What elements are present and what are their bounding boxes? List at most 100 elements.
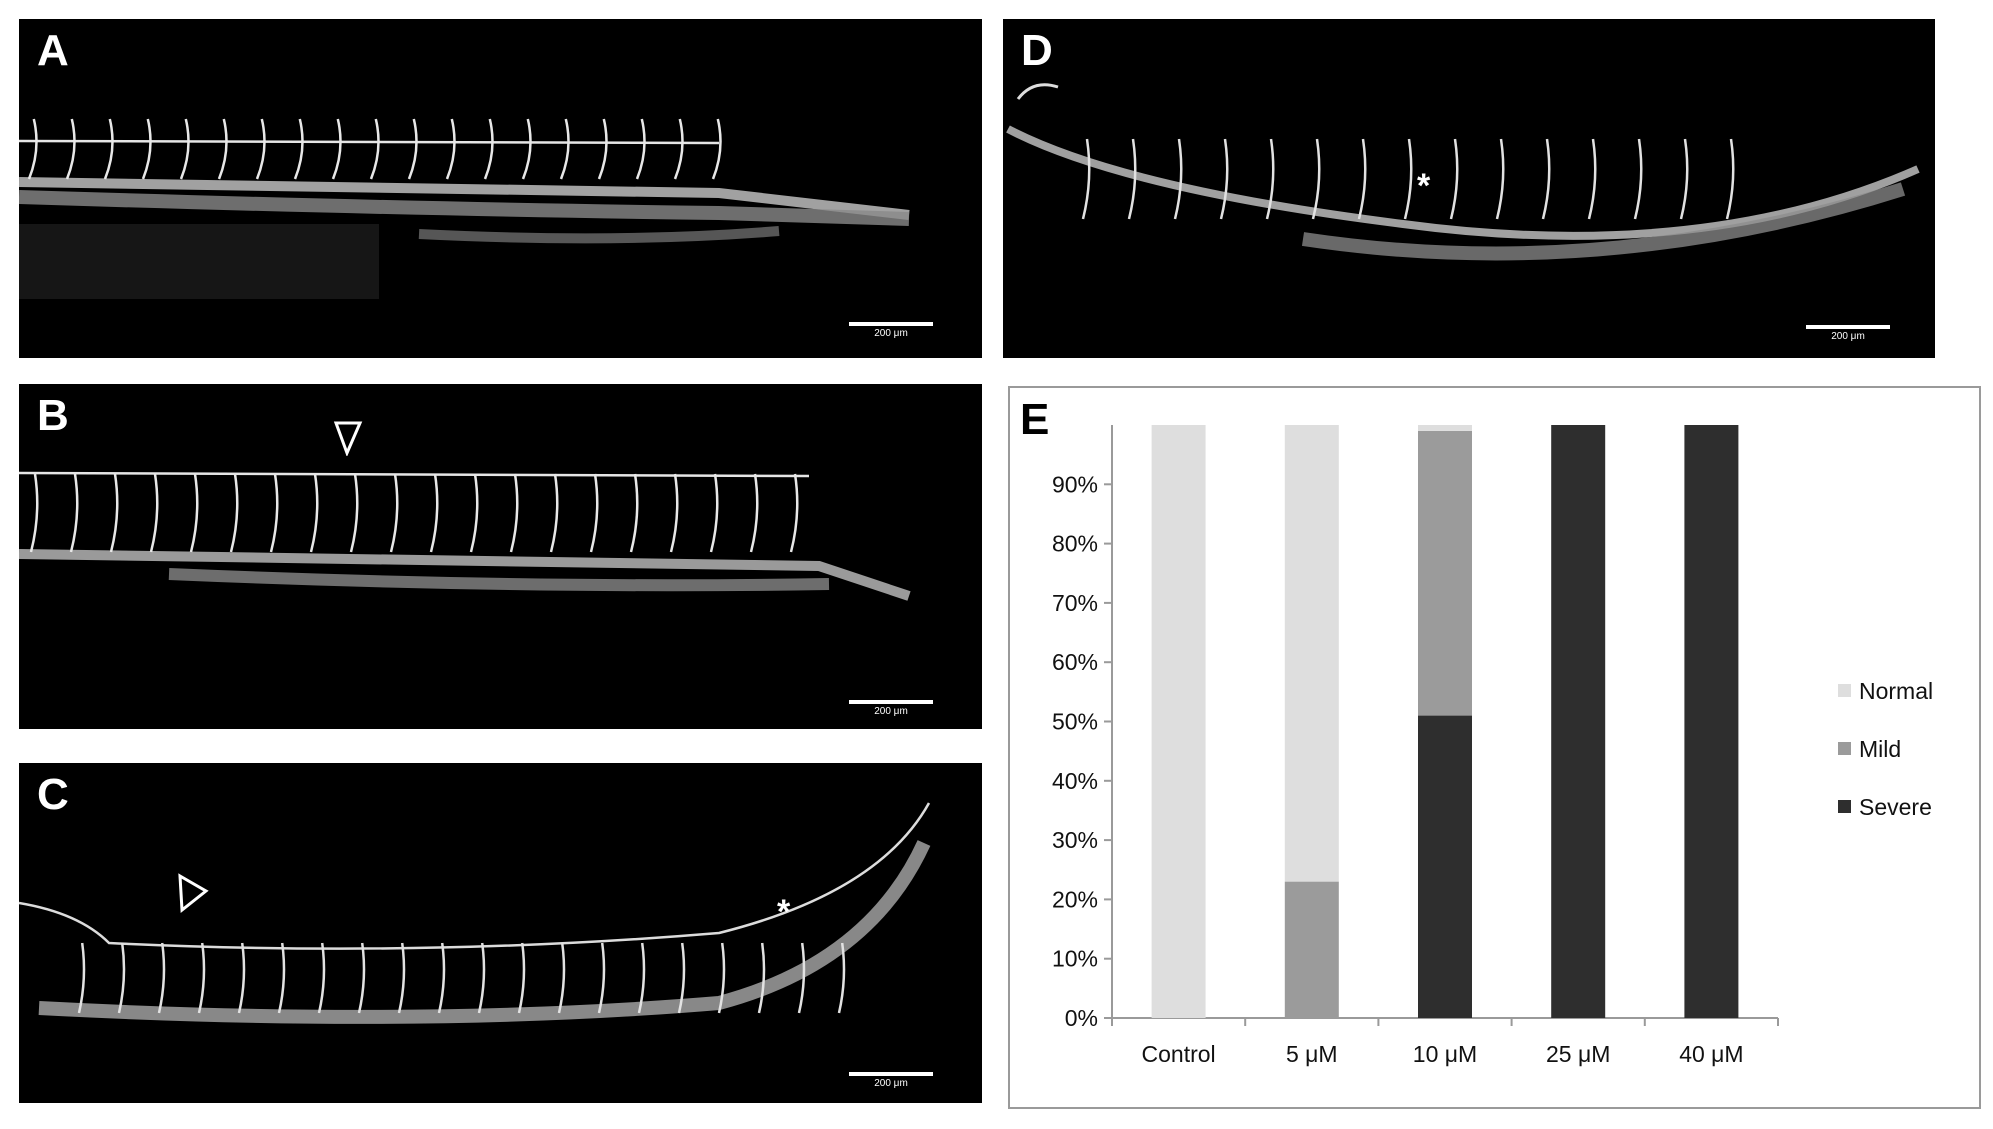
vessel-segment xyxy=(229,473,239,553)
vessel-segment xyxy=(349,473,359,553)
vessel-segment xyxy=(517,942,526,1014)
vessel-segment xyxy=(509,473,519,553)
scale-bar xyxy=(849,322,933,326)
vessel-segment xyxy=(255,118,266,180)
vessel-segment xyxy=(673,118,684,180)
vessel-segment xyxy=(483,118,494,180)
vessel-segment xyxy=(629,473,639,553)
vessel-segment xyxy=(557,942,566,1014)
bar-segment-normal xyxy=(1151,425,1206,1018)
legend-swatch xyxy=(1838,742,1851,755)
vessel-segment xyxy=(837,942,846,1014)
vessel-segment xyxy=(1449,138,1459,220)
x-tick-label: 40 μM xyxy=(1679,1041,1743,1067)
vessel-segment xyxy=(369,118,380,180)
vessel-segment xyxy=(549,473,559,553)
scale-bar-label: 200 μm xyxy=(874,706,908,717)
vessel-segment xyxy=(117,942,126,1014)
vessel-segment xyxy=(69,473,79,553)
vessel-segment xyxy=(1725,138,1735,220)
scale-bar-label: 200 μm xyxy=(874,1078,908,1089)
vessel-segment xyxy=(789,473,799,553)
vessel-segment xyxy=(77,942,86,1014)
vessel-segment xyxy=(237,942,246,1014)
y-tick-label: 70% xyxy=(1052,590,1098,616)
vessel-segment xyxy=(27,118,38,180)
vessel-segment xyxy=(1357,138,1367,220)
vessel-segment xyxy=(1081,138,1091,220)
bar-segment-severe xyxy=(1551,425,1606,1018)
vessel-segment xyxy=(317,942,326,1014)
y-tick-label: 50% xyxy=(1052,709,1098,735)
panel-letter: B xyxy=(37,391,69,440)
asterisk-marker: * xyxy=(1417,167,1431,205)
vessel-segment xyxy=(709,473,719,553)
bar-segment-normal xyxy=(1418,425,1472,431)
vessel-segment xyxy=(521,118,532,180)
vessel-segment xyxy=(389,473,399,553)
vessel-segment xyxy=(293,118,304,180)
vessel-segment xyxy=(597,118,608,180)
vessel-segment xyxy=(109,473,119,553)
x-tick-label: 10 μM xyxy=(1413,1041,1477,1067)
vessel-segment xyxy=(469,473,479,553)
vessel-segment xyxy=(589,473,599,553)
vessel-segment xyxy=(141,118,152,180)
vessel-segment xyxy=(157,942,166,1014)
vessel-segment xyxy=(1265,138,1275,220)
vessel-segment xyxy=(597,942,606,1014)
panel-letter: C xyxy=(37,770,69,819)
vessel-segment xyxy=(1311,138,1321,220)
vessel-segment xyxy=(189,473,199,553)
vessel-segment xyxy=(1127,138,1137,220)
panel-d-micrograph: * D 200 μm xyxy=(1003,19,1935,358)
vessel-segment xyxy=(217,118,228,180)
vessel-segment xyxy=(1403,138,1413,220)
vessel-segment xyxy=(445,118,456,180)
vessel-segment xyxy=(477,942,486,1014)
legend-label: Severe xyxy=(1859,794,1932,820)
x-tick-label: Control xyxy=(1142,1041,1216,1067)
panel-c-vessels xyxy=(19,802,931,1024)
vessel-segment xyxy=(277,942,286,1014)
panel-a-vessels xyxy=(19,118,910,299)
panel-b-vessels xyxy=(19,471,911,601)
arrowhead-marker xyxy=(178,873,209,913)
bar-segment-severe xyxy=(1418,715,1472,1018)
y-tick-label: 80% xyxy=(1052,531,1098,557)
x-tick-label: 25 μM xyxy=(1546,1041,1610,1067)
vessel-segment xyxy=(309,473,319,553)
vessel-segment xyxy=(711,118,722,180)
bar-segment-normal xyxy=(1284,425,1339,882)
vessel-segment xyxy=(437,942,446,1014)
vessel-segment xyxy=(749,473,759,553)
asterisk-marker: * xyxy=(777,893,791,931)
vessel-segment xyxy=(357,942,366,1014)
vessel-segment xyxy=(269,473,279,553)
panel-b-micrograph: B 200 μm xyxy=(19,384,982,729)
panel-d-vessels xyxy=(1006,83,1920,261)
scale-bar-label: 200 μm xyxy=(1831,331,1865,342)
vessel-segment xyxy=(637,942,646,1014)
vessel-segment xyxy=(1541,138,1551,220)
vessel-segment xyxy=(397,942,406,1014)
vessel-segment xyxy=(1173,138,1183,220)
x-tick-label: 5 μM xyxy=(1286,1041,1338,1067)
vessel-segment xyxy=(429,473,439,553)
vessel-segment xyxy=(717,942,726,1014)
vessel-segment xyxy=(331,118,342,180)
y-tick-label: 30% xyxy=(1052,827,1098,853)
arrowhead-marker xyxy=(333,421,363,456)
y-tick-label: 0% xyxy=(1065,1005,1098,1031)
panel-letter: A xyxy=(37,26,69,75)
vessel-segment xyxy=(1219,138,1229,220)
panel-letter: E xyxy=(1020,395,1050,444)
vessel-segment xyxy=(1633,138,1643,220)
vessel-segment xyxy=(1679,138,1689,220)
scale-bar xyxy=(1806,325,1890,329)
vessel-segment xyxy=(29,473,39,553)
vessel-segment xyxy=(407,118,418,180)
vessel-segment xyxy=(677,942,686,1014)
vessel-segment xyxy=(757,942,766,1014)
y-tick-label: 90% xyxy=(1052,471,1098,497)
